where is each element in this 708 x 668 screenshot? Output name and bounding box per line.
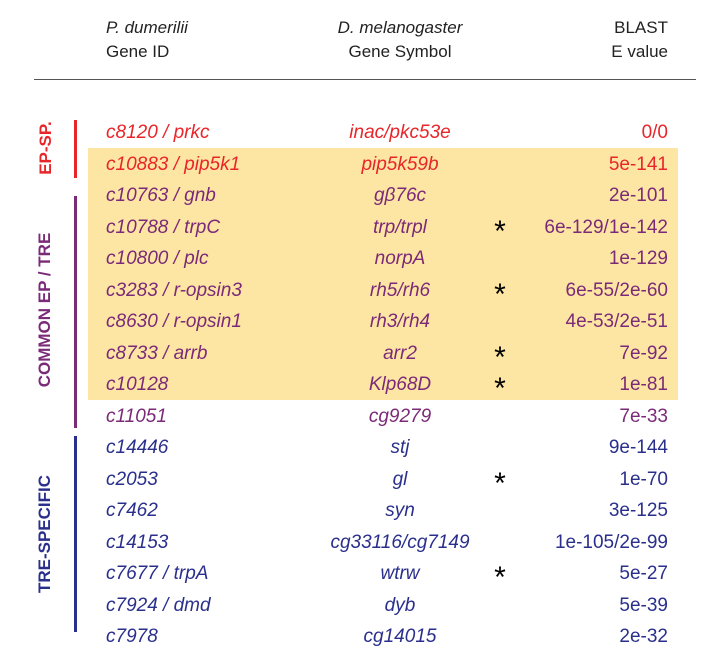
e-value: 1e-70 xyxy=(619,468,668,490)
table-row: c11051 cg9279 7e-33 xyxy=(0,400,708,432)
gene-symbol: cg9279 xyxy=(368,405,432,427)
gene-id: c2053 xyxy=(106,468,158,490)
gene-symbol: inac/pkc53e xyxy=(349,122,451,143)
e-value: 5e-39 xyxy=(619,594,668,616)
table-row: c8630 / r-opsin1 rh3/rh4 4e-53/2e-51 xyxy=(0,305,708,337)
gene-symbol: gl xyxy=(392,468,408,490)
gene-id: c7978 xyxy=(106,626,158,647)
e-value: 6e-55/2e-60 xyxy=(565,279,668,301)
table-row: c14446 stj 9e-144 xyxy=(0,431,708,463)
gene-id: c14446 xyxy=(106,437,169,458)
header-blast: BLAST xyxy=(614,18,668,37)
gene-id: c10763 / gnb xyxy=(106,185,216,206)
e-value: 9e-144 xyxy=(608,437,668,458)
e-value: 5e-27 xyxy=(619,563,668,584)
gene-symbol: trp/trpl xyxy=(373,216,427,238)
asterisk-mark: * xyxy=(494,214,506,248)
header-species-2: D. melanogaster xyxy=(337,18,463,37)
e-value: 1e-105/2e-99 xyxy=(554,531,668,553)
asterisk-mark: * xyxy=(494,561,506,594)
gene-id: c8120 / prkc xyxy=(106,122,210,143)
gene-id: c8630 / r-opsin1 xyxy=(106,311,242,332)
asterisk-mark: * xyxy=(494,372,506,405)
header-divider xyxy=(34,79,696,80)
e-value: 2e-101 xyxy=(608,185,668,206)
header-gene-symbol-label: Gene Symbol xyxy=(348,42,452,61)
e-value: 5e-141 xyxy=(608,153,668,175)
gene-id: c7677 / trpA xyxy=(106,563,209,584)
gene-symbol: arr2 xyxy=(383,342,417,364)
e-value: 1e-81 xyxy=(619,374,668,395)
gene-symbol: cg33116/cg7149 xyxy=(330,531,470,553)
table-row: c10883 / pip5k1 pip5k59b 5e-141 xyxy=(0,148,708,180)
gene-id: c10788 / trpC xyxy=(106,216,221,238)
gene-id: c10800 / plc xyxy=(106,248,209,269)
gene-symbol: norpA xyxy=(374,248,426,269)
table-row: c10128 Klp68D * 1e-81 xyxy=(0,368,708,405)
group-bar-common xyxy=(74,196,77,428)
group-bar-ep-sp xyxy=(74,120,77,178)
gene-symbol: pip5k59b xyxy=(361,153,439,175)
gene-id: c7924 / dmd xyxy=(106,594,211,616)
table-row: c8733 / arrb arr2 * 7e-92 xyxy=(0,337,708,374)
table-row: c3283 / r-opsin3 rh5/rh6 * 6e-55/2e-60 xyxy=(0,274,708,311)
gene-symbol: rh3/rh4 xyxy=(369,311,431,332)
table-row: c7677 / trpA wtrw * 5e-27 xyxy=(0,557,708,594)
table-row: c14153 cg33116/cg7149 1e-105/2e-99 xyxy=(0,526,708,558)
gene-symbol: wtrw xyxy=(380,563,420,584)
table-row: c10763 / gnb gβ76c 2e-101 xyxy=(0,179,708,211)
gene-id: c14153 xyxy=(106,531,169,553)
header-evalue: BLAST E value xyxy=(611,16,668,64)
e-value: 2e-32 xyxy=(619,626,668,647)
table-row: c7978 cg14015 2e-32 xyxy=(0,620,708,652)
e-value: 7e-33 xyxy=(619,405,668,427)
table-row: c7462 syn 3e-125 xyxy=(0,494,708,526)
header-gene-id-label: Gene ID xyxy=(106,42,170,61)
gene-symbol: dyb xyxy=(384,594,416,616)
gene-symbol: cg14015 xyxy=(363,626,437,647)
table-row: c2053 gl * 1e-70 xyxy=(0,463,708,500)
header-evalue-label: E value xyxy=(611,42,668,61)
e-value: 1e-129 xyxy=(608,248,668,269)
gene-id: c10128 xyxy=(106,374,169,395)
asterisk-mark: * xyxy=(494,466,506,500)
table-row: c7924 / dmd dyb 5e-39 xyxy=(0,589,708,621)
gene-id: c7462 xyxy=(106,500,158,521)
gene-symbol: rh5/rh6 xyxy=(369,279,431,301)
e-value: 0/0 xyxy=(641,122,668,143)
asterisk-mark: * xyxy=(494,277,506,311)
header-gene-symbol: D. melanogaster Gene Symbol xyxy=(300,16,500,64)
gene-id: c11051 xyxy=(106,405,167,427)
gene-symbol: syn xyxy=(385,500,415,521)
e-value: 4e-53/2e-51 xyxy=(565,311,668,332)
gene-id: c3283 / r-opsin3 xyxy=(106,279,242,301)
table-row: c10788 / trpC trp/trpl * 6e-129/1e-142 xyxy=(0,211,708,248)
header-gene-id: P. dumerilii Gene ID xyxy=(106,16,188,64)
gene-symbol: Klp68D xyxy=(368,374,432,395)
group-bar-tre xyxy=(74,436,77,632)
asterisk-mark: * xyxy=(494,340,506,374)
gene-symbol: stj xyxy=(390,437,410,458)
e-value: 6e-129/1e-142 xyxy=(544,216,668,238)
gene-id: c10883 / pip5k1 xyxy=(106,153,241,175)
gene-id: c8733 / arrb xyxy=(106,342,208,364)
e-value: 3e-125 xyxy=(608,500,668,521)
highlight-band xyxy=(88,148,678,400)
e-value: 7e-92 xyxy=(619,342,668,364)
table-row: c8120 / prkc inac/pkc53e 0/0 xyxy=(0,116,708,148)
table-row: c10800 / plc norpA 1e-129 xyxy=(0,242,708,274)
gene-symbol: gβ76c xyxy=(373,185,427,206)
header-species-1: P. dumerilii xyxy=(106,18,188,37)
